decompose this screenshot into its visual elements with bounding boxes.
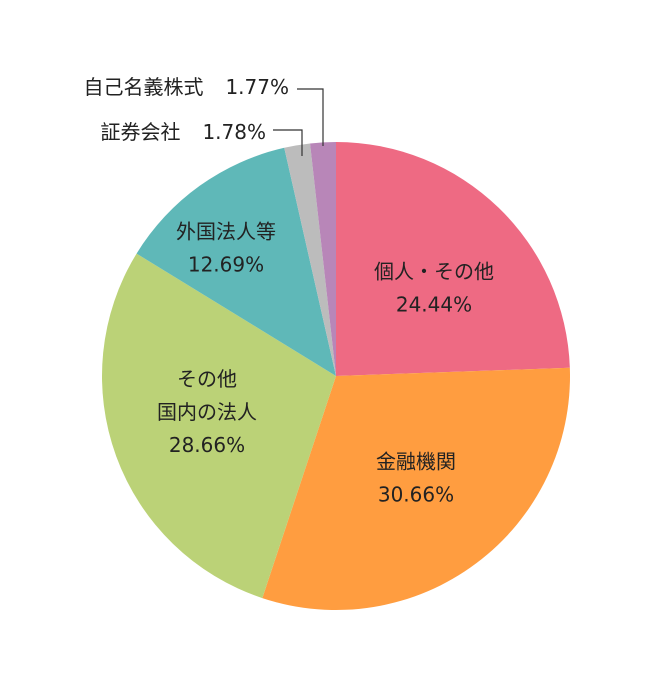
pie-slices (101, 142, 571, 611)
slice-category: 外国法人等 (176, 220, 276, 244)
slice-category: 金融機関 (376, 450, 456, 474)
slice-category: 個人・その他 (374, 260, 494, 284)
slice-labels: 個人・その他 24.44% 金融機関 30.66% その他国内の法人 28.66% 外国法人… (157, 220, 494, 507)
slice-other-domestic-corporations (101, 253, 336, 599)
slice-foreign-corporations (136, 147, 336, 376)
slice-own-shares (310, 142, 336, 376)
slice-value: 28.66% (169, 433, 245, 457)
label-financial-institutions: 金融機関 30.66% (376, 450, 456, 507)
slice-securities-companies (284, 143, 336, 376)
slice-financial-institutions (262, 367, 571, 611)
callout-label-securities: 証券会社 1.78% (100, 120, 266, 144)
label-individuals: 個人・その他 24.44% (374, 260, 494, 317)
label-other-domestic-corporations: その他国内の法人 28.66% (157, 367, 257, 457)
leader-line-securities (273, 129, 303, 156)
callout-label-own-shares: 自己名義株式 1.77% (83, 75, 289, 99)
slice-value: 24.44% (396, 293, 472, 317)
callout-labels: 自己名義株式 1.77% 証券会社 1.78% (83, 75, 324, 156)
slice-individuals (336, 142, 570, 376)
slice-value: 30.66% (378, 483, 454, 507)
slice-category: その他 (177, 367, 237, 391)
slice-category: 国内の法人 (157, 400, 257, 424)
leader-line-own-shares (297, 88, 324, 146)
label-foreign-corporations: 外国法人等 12.69% (176, 220, 276, 277)
slice-value: 12.69% (188, 253, 264, 277)
